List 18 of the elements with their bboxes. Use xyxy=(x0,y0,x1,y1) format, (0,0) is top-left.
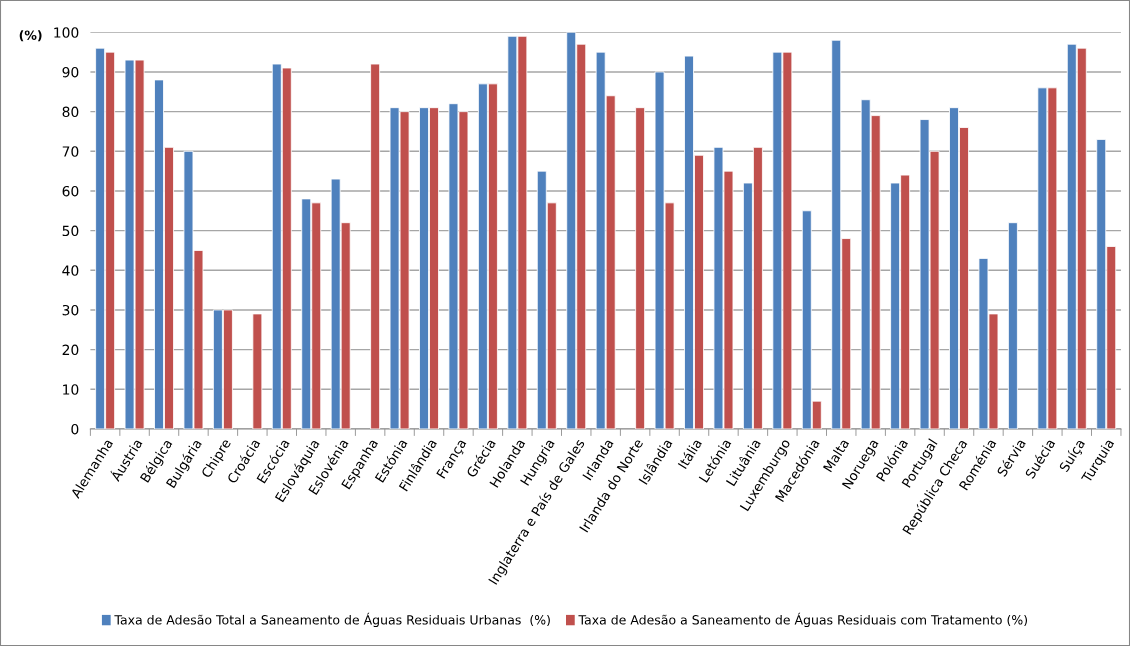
bar xyxy=(252,313,263,429)
y-tick-label: 80 xyxy=(62,106,79,118)
legend-label: Taxa de Adesão Total a Saneamento de Águas Residuais Urbanas (%) xyxy=(114,612,550,627)
bar xyxy=(635,107,646,429)
y-tick-label: 10 xyxy=(63,384,79,395)
bar xyxy=(370,63,381,429)
y-tick-label: 50 xyxy=(62,225,79,237)
y-tick-label: 20 xyxy=(62,344,79,356)
y-tick-label: 100 xyxy=(54,27,79,38)
legend-label: Taxa de Adesão a Saneamento de Águas Residuais com Tratamento (%) xyxy=(578,612,1028,627)
y-tick-label: 90 xyxy=(62,66,79,78)
bar xyxy=(1007,222,1018,429)
y-tick-label: 40 xyxy=(62,265,79,276)
y-tick-label: 60 xyxy=(62,185,79,197)
y-axis-title: (%) xyxy=(19,30,42,42)
y-tick-label: 0 xyxy=(71,423,79,435)
y-tick-label: 70 xyxy=(62,146,79,157)
y-tick-label: 30 xyxy=(62,304,79,316)
